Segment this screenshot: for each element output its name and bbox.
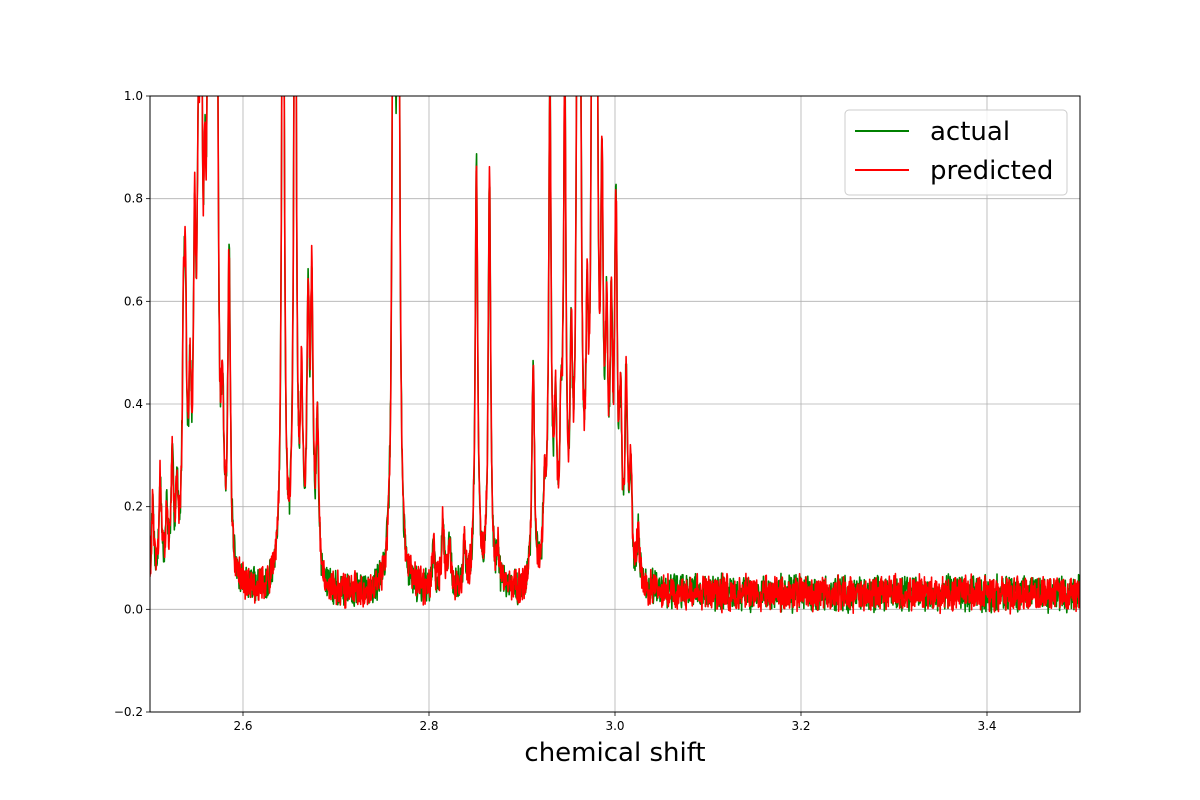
x-tick-label: 2.6 xyxy=(233,719,252,733)
y-tick-label: 0.6 xyxy=(124,294,143,308)
y-tick-label: −0.2 xyxy=(114,705,143,719)
x-axis: 2.6 2.8 3.0 3.2 3.4 xyxy=(233,712,997,733)
x-tick-label: 3.0 xyxy=(605,719,624,733)
y-axis: −0.2 0.0 0.2 0.4 0.6 0.8 1.0 xyxy=(114,89,150,719)
y-tick-label: 0.0 xyxy=(124,602,143,616)
legend: actual predicted xyxy=(844,109,1068,196)
x-tick-label: 2.8 xyxy=(419,719,438,733)
legend-label-actual: actual xyxy=(930,117,1010,147)
series-lines xyxy=(150,96,1080,615)
x-tick-label: 3.2 xyxy=(791,719,810,733)
x-axis-label: chemical shift xyxy=(524,738,705,768)
y-tick-label: 0.2 xyxy=(124,500,143,514)
y-tick-label: 0.8 xyxy=(124,192,143,206)
y-tick-label: 1.0 xyxy=(124,89,143,103)
series-line-predicted xyxy=(150,96,1080,615)
legend-label-predicted: predicted xyxy=(930,156,1053,186)
x-tick-label: 3.4 xyxy=(977,719,996,733)
y-tick-label: 0.4 xyxy=(124,397,143,411)
